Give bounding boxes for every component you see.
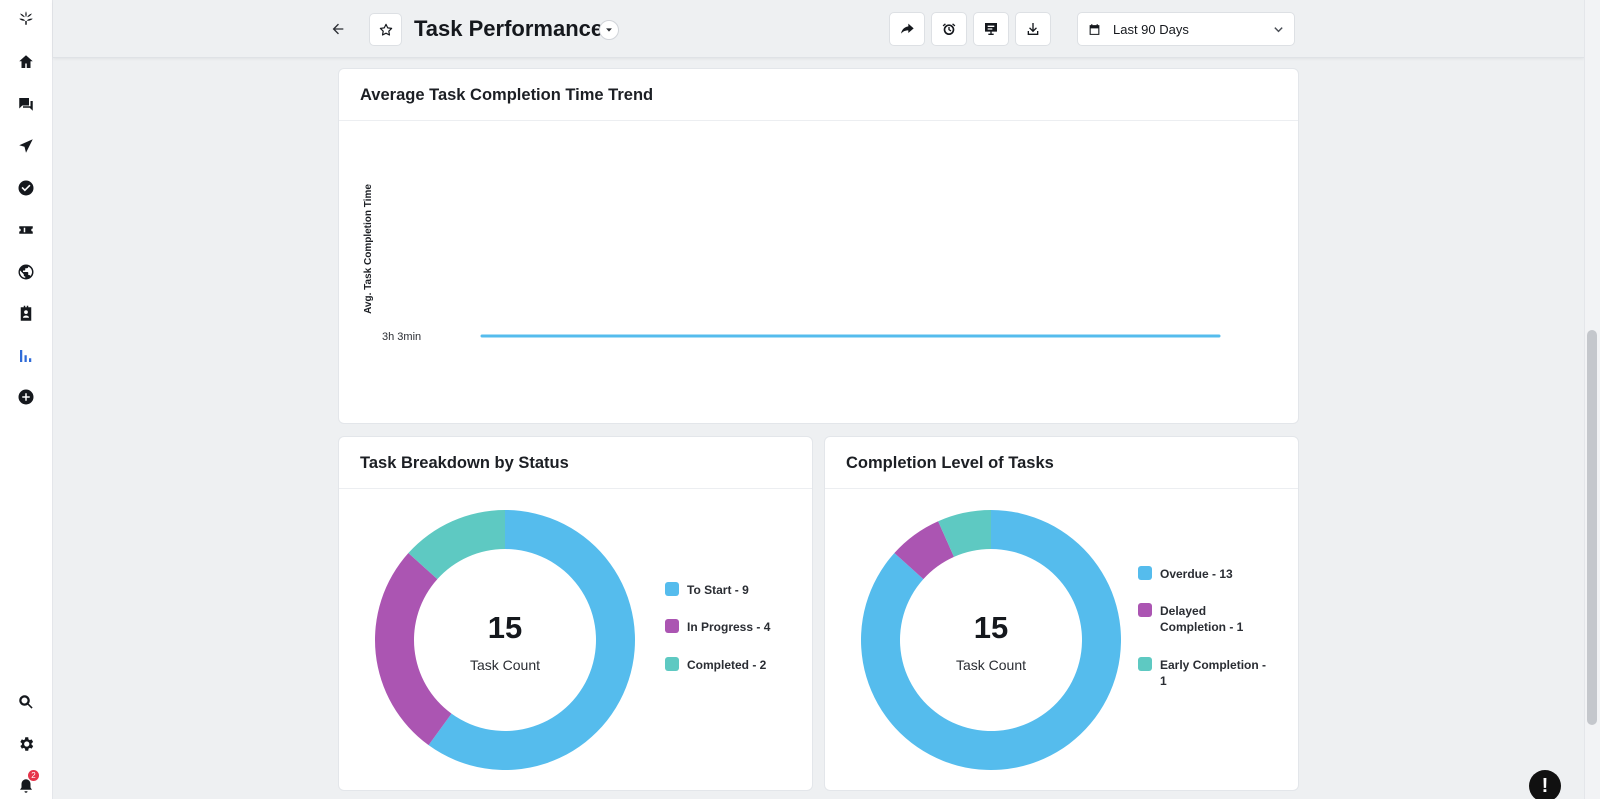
card-divider — [339, 120, 1298, 121]
card-title: Completion Level of Tasks — [846, 454, 1054, 472]
legend-swatch — [665, 619, 679, 633]
presentation-icon — [985, 23, 997, 35]
donut-slice[interactable] — [375, 553, 452, 746]
chevron-down-icon — [1273, 24, 1284, 35]
legend-label: Overdue - 13 — [1160, 567, 1233, 581]
legend-swatch — [1138, 603, 1152, 617]
sidebar: 2 — [0, 0, 53, 799]
legend-label: To Start - 9 — [687, 583, 749, 597]
help-button[interactable]: ! — [1529, 770, 1561, 799]
card-divider — [339, 488, 812, 489]
globe-icon[interactable] — [14, 260, 38, 284]
card-title: Task Breakdown by Status — [360, 454, 569, 472]
scrollbar-thumb[interactable] — [1587, 330, 1597, 725]
donut-total: 15 — [973, 609, 1009, 645]
download-icon — [1027, 23, 1039, 35]
donut-caption: Task Count — [469, 656, 541, 673]
date-range-select[interactable]: Last 90 Days — [1077, 12, 1295, 46]
legend-item[interactable]: Overdue - 13 — [1138, 566, 1273, 582]
task-status-card: Task Breakdown by Status 15 Task Count T… — [338, 436, 813, 791]
notification-badge: 2 — [28, 770, 39, 781]
legend-swatch — [1138, 657, 1152, 671]
present-button[interactable] — [973, 12, 1009, 46]
bar-chart-icon[interactable] — [14, 344, 38, 368]
y-tick-label: 3h 3min — [382, 331, 421, 343]
legend-swatch — [665, 582, 679, 596]
favorite-button[interactable] — [369, 13, 402, 46]
legend-item[interactable]: Completed - 2 — [665, 657, 805, 673]
legend-item[interactable]: In Progress - 4 — [665, 619, 805, 635]
legend-item[interactable]: Delayed Completion - 1 — [1138, 603, 1250, 635]
check-circle-icon[interactable] — [14, 176, 38, 200]
legend-label: Completed - 2 — [687, 658, 767, 672]
chevron-down-icon — [606, 28, 612, 32]
legend-swatch — [665, 657, 679, 671]
donut-slice[interactable] — [428, 510, 635, 770]
y-axis-label: Avg. Task Completion Time — [363, 184, 374, 314]
donut-total: 15 — [487, 609, 523, 645]
logo-icon[interactable] — [14, 6, 38, 30]
page-title: Task Performance — [414, 16, 604, 41]
download-button[interactable] — [1015, 12, 1051, 46]
donut-slice[interactable] — [860, 510, 1121, 770]
legend-swatch — [1138, 566, 1152, 580]
add-circle-icon[interactable] — [14, 385, 38, 409]
share-icon — [901, 23, 914, 34]
donut-slice[interactable] — [894, 521, 954, 580]
legend-label: In Progress - 4 — [687, 620, 771, 634]
legend-item[interactable]: To Start - 9 — [665, 582, 805, 598]
donut-slice[interactable] — [408, 510, 505, 580]
calendar-icon — [1088, 23, 1101, 36]
star-icon — [379, 23, 392, 36]
share-button[interactable] — [889, 12, 925, 46]
card-divider — [825, 488, 1298, 489]
date-range-value: Last 90 Days — [1113, 21, 1189, 37]
page-header: Task Performance Last 90 Days — [53, 0, 1584, 58]
completion-level-card: Completion Level of Tasks 15 Task Count … — [824, 436, 1299, 791]
status-donut-chart: 15 Task Count — [374, 509, 636, 771]
completion-time-trend-card: Average Task Completion Time Trend Avg. … — [338, 68, 1299, 424]
legend-item[interactable]: Early Completion - 1 — [1138, 657, 1273, 689]
title-dropdown-button[interactable] — [599, 20, 619, 40]
gear-icon[interactable] — [14, 732, 38, 756]
schedule-button[interactable] — [931, 12, 967, 46]
ticket-icon[interactable] — [14, 218, 38, 242]
search-icon[interactable] — [14, 690, 38, 714]
home-icon[interactable] — [14, 50, 38, 74]
contacts-icon[interactable] — [14, 302, 38, 326]
chat-icon[interactable] — [14, 92, 38, 116]
notification-icon[interactable]: 2 — [14, 770, 39, 798]
back-button[interactable] — [327, 18, 349, 40]
legend-label: Delayed Completion - 1 — [1160, 604, 1244, 634]
arrow-left-icon — [332, 23, 344, 35]
legend-label: Early Completion - 1 — [1160, 658, 1267, 688]
send-icon[interactable] — [14, 134, 38, 158]
donut-caption: Task Count — [955, 656, 1027, 673]
alarm-clock-icon — [942, 23, 956, 35]
card-title: Average Task Completion Time Trend — [360, 86, 654, 104]
level-donut-chart: 15 Task Count — [860, 509, 1122, 771]
donut-slice[interactable] — [938, 510, 991, 557]
